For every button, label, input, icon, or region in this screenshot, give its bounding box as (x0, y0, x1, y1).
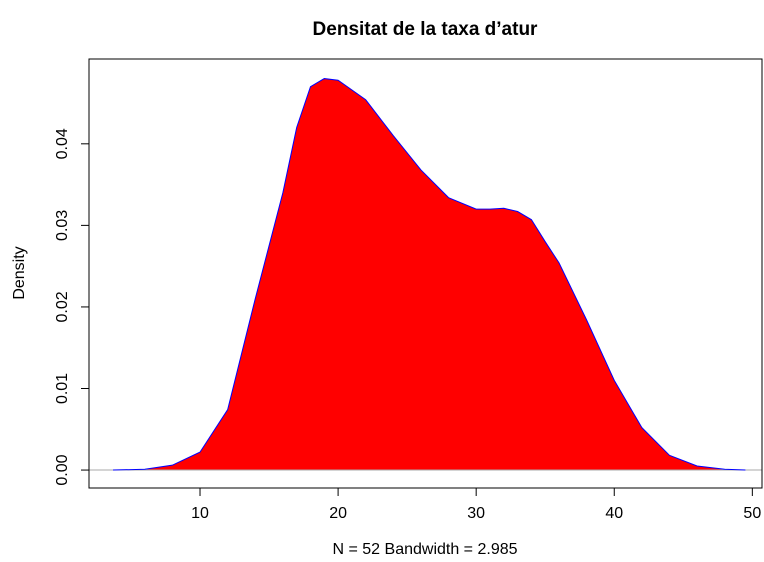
x-tick-label: 20 (329, 505, 347, 522)
x-axis-label: N = 52 Bandwidth = 2.985 (332, 541, 517, 558)
y-tick-label: 0.01 (54, 373, 71, 404)
x-tick-label: 40 (605, 505, 623, 522)
x-tick-label: 10 (191, 505, 209, 522)
chart-title: Densitat de la taxa d’atur (313, 19, 539, 40)
x-tick-label: 30 (467, 505, 485, 522)
y-tick-label: 0.04 (54, 128, 71, 159)
y-tick-label: 0.02 (54, 291, 71, 322)
density-line (113, 78, 746, 471)
y-tick-label: 0.03 (54, 210, 71, 241)
y-axis-label: Density (11, 246, 28, 299)
y-tick-label: 0.00 (54, 454, 71, 485)
x-tick-label: 50 (743, 505, 761, 522)
density-area (113, 78, 746, 471)
